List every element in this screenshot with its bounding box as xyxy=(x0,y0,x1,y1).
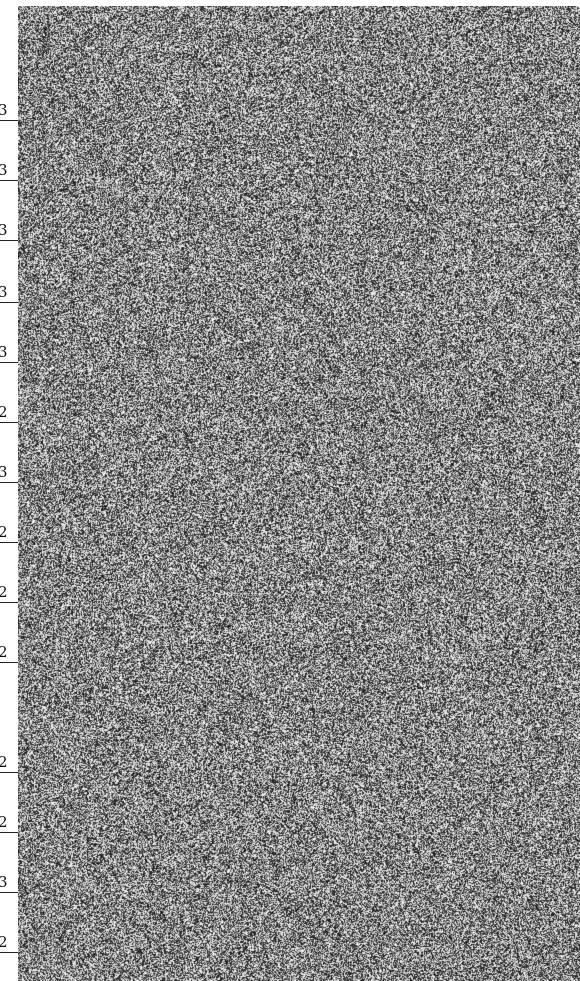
row-divider xyxy=(0,772,18,773)
row-value: 2 xyxy=(0,523,8,541)
row-value: 2 xyxy=(0,753,8,771)
row-marker: 2 xyxy=(0,402,18,426)
row-marker: 2 xyxy=(0,522,18,546)
row-divider xyxy=(0,180,18,181)
row-divider xyxy=(0,952,18,953)
row-value: 3 xyxy=(0,221,8,239)
row-divider xyxy=(0,662,18,663)
row-divider xyxy=(0,542,18,543)
row-marker: 2 xyxy=(0,932,18,956)
row-marker: 3 xyxy=(0,462,18,486)
row-divider xyxy=(0,362,18,363)
row-value: 3 xyxy=(0,283,8,301)
row-divider xyxy=(0,482,18,483)
row-value: 3 xyxy=(0,343,8,361)
row-divider xyxy=(0,240,18,241)
row-divider xyxy=(0,302,18,303)
row-value: 2 xyxy=(0,933,8,951)
row-marker: 3 xyxy=(0,160,18,184)
row-value: 2 xyxy=(0,813,8,831)
row-marker: 2 xyxy=(0,582,18,606)
row-divider xyxy=(0,832,18,833)
row-marker: 3 xyxy=(0,342,18,366)
row-divider xyxy=(0,422,18,423)
row-marker: 3 xyxy=(0,872,18,896)
row-value: 3 xyxy=(0,101,8,119)
row-marker: 3 xyxy=(0,100,18,124)
row-value: 2 xyxy=(0,403,8,421)
row-marker: 2 xyxy=(0,642,18,666)
row-marker: 2 xyxy=(0,812,18,836)
row-marker: 2 xyxy=(0,752,18,776)
row-value: 3 xyxy=(0,463,8,481)
row-divider xyxy=(0,602,18,603)
row-divider xyxy=(0,120,18,121)
row-divider xyxy=(0,892,18,893)
row-value: 3 xyxy=(0,161,8,179)
row-marker: 3 xyxy=(0,220,18,244)
noise-texture-panel xyxy=(18,6,580,981)
row-value: 3 xyxy=(0,873,8,891)
row-marker: 3 xyxy=(0,282,18,306)
row-value: 2 xyxy=(0,583,8,601)
row-value: 2 xyxy=(0,643,8,661)
